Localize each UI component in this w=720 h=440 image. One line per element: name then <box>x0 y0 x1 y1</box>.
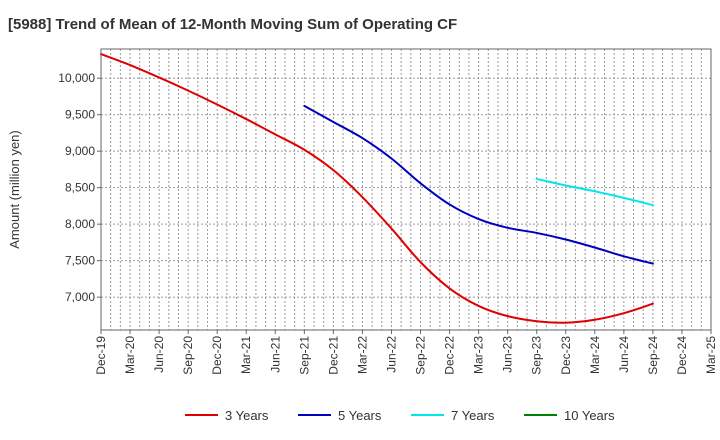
series-line-5-years <box>303 104 654 265</box>
legend-label-7-years: 7 Years <box>451 408 495 423</box>
y-axis-ticks: 7,000 7,500 8,000 8,500 9,000 9,500 10,000 <box>58 71 101 304</box>
x-tick-label: Mar-20 <box>123 336 137 374</box>
y-tick-label: 7,000 <box>65 290 95 304</box>
plot-border <box>100 48 712 331</box>
x-tick-label: Sep-22 <box>414 336 428 375</box>
x-tick-label: Jun-22 <box>384 336 398 373</box>
series-line-7-years <box>535 177 654 207</box>
x-tick-label: Jun-20 <box>152 336 166 373</box>
legend-label-3-years: 3 Years <box>225 408 269 423</box>
legend-label-5-years: 5 Years <box>338 408 382 423</box>
x-tick-label: Dec-23 <box>559 336 573 375</box>
x-tick-label: Mar-21 <box>239 336 253 374</box>
y-axis-label: Amount (million yen) <box>7 130 22 249</box>
y-tick-label: 9,500 <box>65 108 95 122</box>
x-tick-label: Dec-21 <box>326 336 340 375</box>
x-tick-label: Jun-21 <box>268 336 282 373</box>
y-tick-label: 10,000 <box>58 71 95 85</box>
x-tick-label: Dec-20 <box>210 336 224 375</box>
x-tick-label: Mar-24 <box>588 336 602 374</box>
y-tick-label: 8,000 <box>65 217 95 231</box>
y-tick-label: 9,000 <box>65 144 95 158</box>
y-tick-label: 7,500 <box>65 254 95 268</box>
x-tick-label: Mar-23 <box>472 336 486 374</box>
y-tick-label: 8,500 <box>65 181 95 195</box>
x-axis-ticks: Dec-19 Mar-20 Jun-20 Sep-20 Dec-20 Mar-21 Jun-… <box>94 330 718 375</box>
x-tick-label: Mar-25 <box>704 336 718 374</box>
x-tick-label: Dec-22 <box>443 336 457 375</box>
plot-area <box>101 49 711 330</box>
x-tick-label: Jun-24 <box>617 336 631 373</box>
x-tick-label: Jun-23 <box>501 336 515 373</box>
x-tick-label: Mar-22 <box>355 336 369 374</box>
series-line-3-years <box>100 53 654 324</box>
legend: 3 Years 5 Years 7 Years 10 Years <box>185 408 615 423</box>
x-tick-label: Sep-23 <box>530 336 544 375</box>
legend-label-10-years: 10 Years <box>564 408 615 423</box>
series-lines <box>100 53 654 324</box>
x-tick-label: Sep-21 <box>297 336 311 375</box>
chart-title: [5988] Trend of Mean of 12-Month Moving … <box>8 16 457 33</box>
x-tick-label: Sep-24 <box>646 336 660 375</box>
gridlines <box>101 49 711 330</box>
x-tick-label: Dec-24 <box>675 336 689 375</box>
x-tick-label: Dec-19 <box>94 336 108 375</box>
x-tick-label: Sep-20 <box>181 336 195 375</box>
